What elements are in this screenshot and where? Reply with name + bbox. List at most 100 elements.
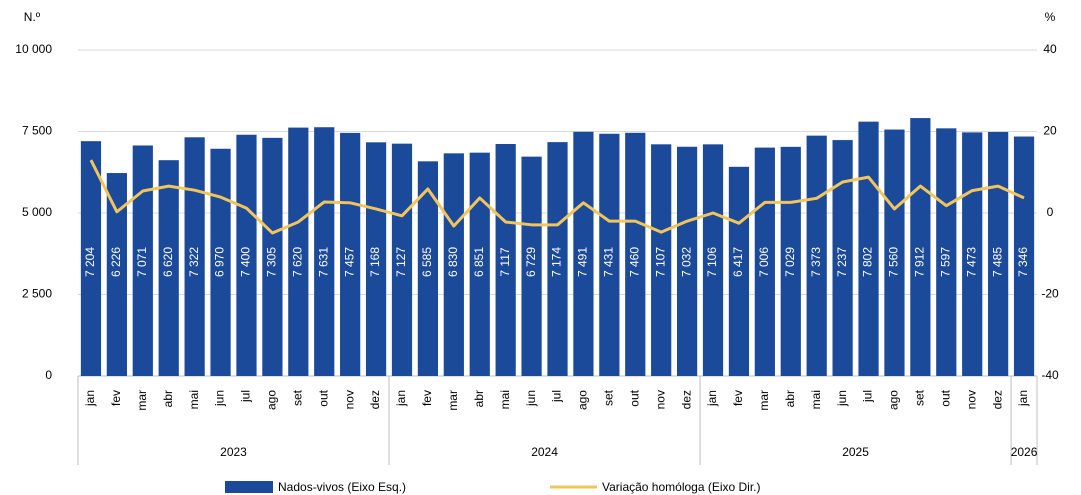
bar: [443, 153, 464, 376]
x-tick-label: jun: [524, 390, 538, 407]
x-tick-label: jan: [705, 390, 719, 407]
x-tick-label: nov: [342, 390, 356, 409]
x-tick-label: nov: [653, 390, 667, 409]
x-tick-label: dez: [368, 390, 382, 409]
bar: [80, 141, 102, 376]
bar: [832, 140, 853, 376]
bar-value-label: 7 322: [187, 247, 201, 277]
x-tick-label: ago: [576, 390, 590, 410]
bar-value-label: 6 620: [161, 247, 175, 277]
bar-value-label: 7 485: [990, 247, 1004, 277]
bar: [469, 152, 490, 376]
legend-label: Nados-vivos (Eixo Esq.): [278, 480, 406, 494]
bar: [988, 131, 1009, 376]
bar: [676, 146, 698, 376]
bar-value-label: 7 373: [809, 247, 823, 277]
y-tick-label: 5 000: [22, 205, 52, 219]
bar: [651, 144, 672, 376]
bar-value-label: 7 029: [783, 247, 797, 277]
bar: [780, 146, 801, 376]
bar: [288, 127, 309, 376]
bar: [702, 144, 724, 376]
x-tick-label: fev: [731, 390, 745, 406]
x-tick-label: jul: [861, 390, 875, 403]
bar: [625, 132, 646, 376]
bar-value-label: 7 460: [627, 247, 641, 277]
bar-value-label: 7 491: [576, 247, 590, 277]
x-tick-label: set: [913, 389, 927, 406]
bar: [314, 127, 335, 376]
bar-value-label: 7 107: [653, 247, 667, 277]
y-tick-label: 0: [45, 368, 52, 382]
y2-tick-label: 20: [1043, 124, 1057, 138]
group-label: 2024: [531, 445, 558, 459]
y-tick-label: 2 500: [22, 287, 52, 301]
x-tick-label: mar: [135, 390, 149, 411]
x-tick-label: jul: [239, 390, 253, 403]
x-tick-label: out: [938, 389, 952, 406]
x-tick-label: jan: [394, 390, 408, 407]
y-axis-title: N.º: [24, 10, 41, 24]
x-tick-label: set: [602, 389, 616, 406]
bar: [184, 137, 205, 376]
x-tick-label: nov: [964, 390, 978, 409]
bar-value-label: 7 560: [887, 247, 901, 277]
bar-value-label: 7 431: [602, 247, 616, 277]
x-tick-label: mai: [809, 390, 823, 409]
bar-value-label: 7 032: [679, 247, 693, 277]
group-label: 2023: [220, 445, 247, 459]
x-tick-label: mar: [757, 390, 771, 411]
x-tick-label: fev: [109, 390, 123, 406]
bar: [365, 142, 387, 376]
bar-value-label: 7 204: [83, 247, 97, 277]
bar: [573, 131, 594, 376]
bar-value-label: 7 305: [265, 247, 279, 277]
x-tick-label: abr: [472, 390, 486, 407]
y2-tick-label: 40: [1043, 42, 1057, 56]
bar: [547, 142, 568, 376]
x-tick-label: fev: [420, 390, 434, 406]
x-tick-label: dez: [990, 390, 1004, 409]
bar-value-label: 6 970: [213, 247, 227, 277]
x-tick-label: out: [627, 389, 641, 406]
x-tick-label: abr: [783, 390, 797, 407]
bar: [417, 161, 439, 376]
y-tick-label: 10 000: [15, 42, 52, 56]
y2-tick-label: -20: [1041, 287, 1059, 301]
bar-value-label: 7 117: [498, 247, 512, 276]
bar-value-label: 6 417: [731, 247, 745, 277]
y2-tick-label: 0: [1047, 205, 1054, 219]
bar: [132, 145, 153, 376]
bar-value-label: 7 631: [316, 247, 330, 277]
bar-value-label: 6 585: [420, 247, 434, 277]
bar: [236, 134, 257, 376]
bar: [599, 133, 620, 376]
bar: [884, 129, 905, 376]
y-tick-label: 7 500: [22, 124, 52, 138]
x-tick-label: jan: [1016, 390, 1030, 407]
bar-value-label: 7 597: [938, 247, 952, 277]
bar-value-label: 7 473: [964, 247, 978, 277]
bar: [391, 143, 413, 376]
bar-value-label: 7 071: [135, 247, 149, 277]
x-tick-label: mar: [446, 390, 460, 411]
bar: [936, 128, 957, 376]
x-tick-label: mai: [187, 390, 201, 409]
x-tick-label: jul: [550, 390, 564, 403]
bar-value-label: 7 802: [861, 247, 875, 277]
bar: [495, 143, 516, 376]
bar-value-label: 7 457: [342, 247, 356, 277]
bar-value-label: 7 346: [1016, 247, 1030, 277]
bar: [521, 156, 542, 376]
line-series: [89, 159, 1025, 235]
y2-tick-label: -40: [1041, 368, 1059, 382]
bar-value-label: 7 912: [913, 247, 927, 277]
x-tick-label: jun: [213, 390, 227, 407]
x-tick-label: abr: [161, 390, 175, 407]
bar-value-label: 6 830: [446, 247, 460, 277]
x-tick-label: jun: [835, 390, 849, 407]
bar-value-label: 7 106: [705, 247, 719, 277]
x-tick-label: dez: [679, 390, 693, 409]
bar-value-label: 6 226: [109, 247, 123, 277]
x-tick-label: out: [316, 389, 330, 406]
